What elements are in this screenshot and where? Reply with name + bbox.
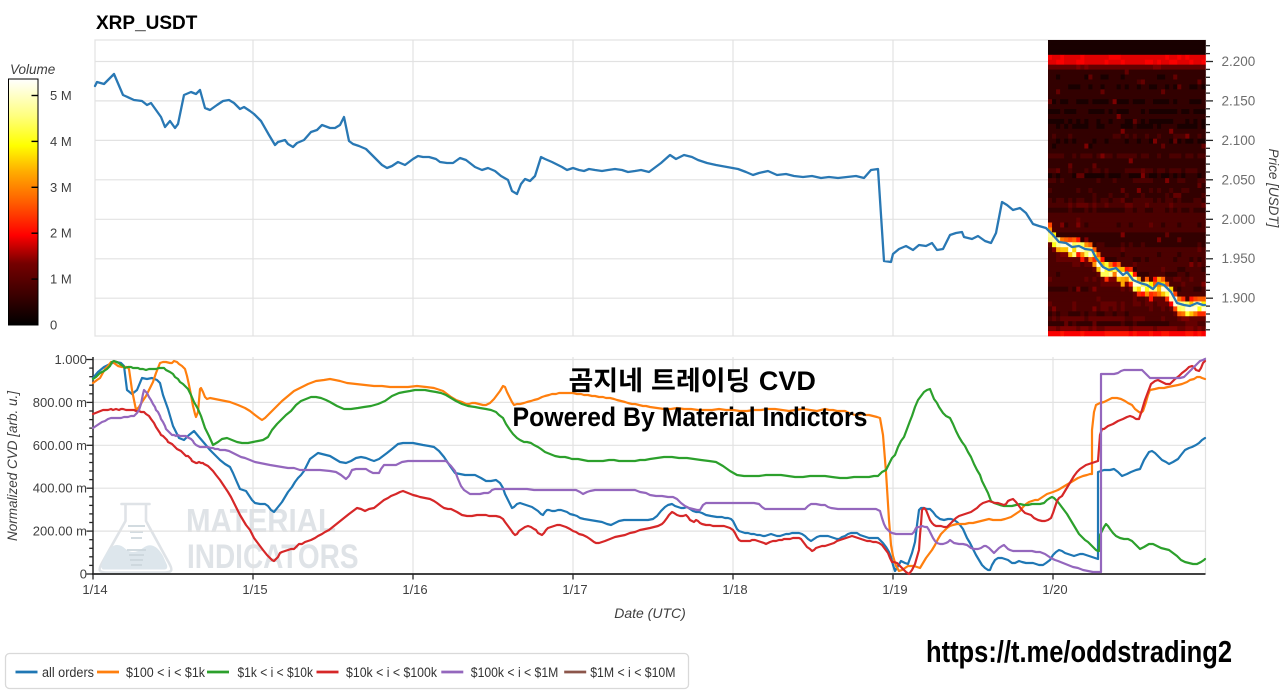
svg-text:2.150: 2.150 (1222, 93, 1256, 108)
svg-text:1.950: 1.950 (1222, 251, 1256, 266)
svg-text:Normalized CVD [arb. u.]: Normalized CVD [arb. u.] (5, 390, 20, 541)
svg-text:Powered By Material Indictors: Powered By Material Indictors (513, 402, 868, 432)
svg-text:1 M: 1 M (50, 272, 72, 287)
svg-text:3 M: 3 M (50, 180, 72, 195)
svg-text:200.00 m: 200.00 m (33, 524, 87, 539)
svg-text:INDICATORS: INDICATORS (187, 538, 359, 576)
svg-text:1.000: 1.000 (54, 352, 87, 367)
svg-text:1/15: 1/15 (242, 582, 267, 597)
svg-text:$1M < i < $10M: $1M < i < $10M (590, 665, 675, 680)
svg-text:$10k < i < $100k: $10k < i < $100k (346, 665, 437, 680)
svg-text:400.00 m: 400.00 m (33, 481, 87, 496)
svg-text:Volume: Volume (10, 62, 55, 77)
svg-text:$100k < i < $1M: $100k < i < $1M (471, 665, 559, 680)
svg-text:800.00 m: 800.00 m (33, 395, 87, 410)
svg-text:all orders: all orders (42, 665, 94, 680)
svg-text:1/14: 1/14 (82, 582, 107, 597)
svg-text:4 M: 4 M (50, 134, 72, 149)
svg-text:2 M: 2 M (50, 226, 72, 241)
svg-text:1/19: 1/19 (882, 582, 907, 597)
svg-text:1/20: 1/20 (1042, 582, 1067, 597)
svg-text:XRP_USDT: XRP_USDT (96, 13, 198, 34)
svg-text:https://t.me/oddstrading2: https://t.me/oddstrading2 (926, 634, 1232, 669)
svg-text:MATERIAL: MATERIAL (186, 503, 336, 540)
svg-text:1/17: 1/17 (562, 582, 587, 597)
svg-text:5 M: 5 M (50, 88, 72, 103)
svg-text:0: 0 (50, 318, 57, 333)
svg-text:CVD: CVD (759, 366, 816, 396)
svg-text:2.200: 2.200 (1222, 54, 1256, 69)
svg-text:1/18: 1/18 (722, 582, 747, 597)
svg-text:2.000: 2.000 (1222, 212, 1256, 227)
svg-text:2.100: 2.100 (1222, 133, 1256, 148)
svg-text:0: 0 (80, 567, 87, 582)
svg-text:Date (UTC): Date (UTC) (614, 605, 686, 621)
svg-text:Price [USDT]: Price [USDT] (1266, 149, 1280, 229)
svg-text:2.050: 2.050 (1222, 172, 1256, 187)
svg-text:600.00 m: 600.00 m (33, 438, 87, 453)
svg-text:1.900: 1.900 (1222, 291, 1256, 306)
svg-text:1/16: 1/16 (402, 582, 427, 597)
svg-text:$100 < i < $1k: $100 < i < $1k (126, 665, 205, 680)
svg-text:$1k < i < $10k: $1k < i < $10k (238, 665, 314, 680)
